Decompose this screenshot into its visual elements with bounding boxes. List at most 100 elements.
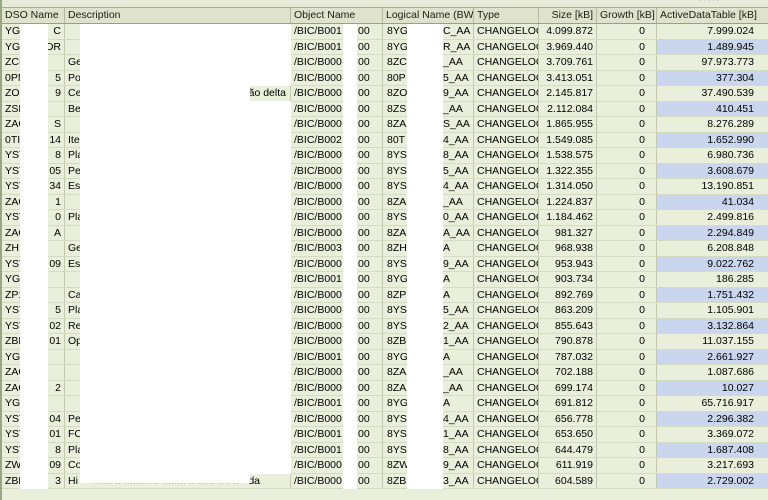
cell-type[interactable]: CHANGELOG [474,442,539,457]
cell-object-name[interactable]: /BIC/B000 00 [291,101,383,116]
cell-growth[interactable]: 0 [597,365,657,380]
cell-logical-name[interactable]: 8YG A [383,349,474,364]
cell-logical-name[interactable]: 8YS 2_AA [383,318,474,333]
cell-type[interactable]: CHANGELOG [474,132,539,147]
cell-growth[interactable]: 0 [597,318,657,333]
cell-object-name[interactable]: /BIC/B000 00 [291,148,383,163]
cell-object-name[interactable]: /BIC/B000 00 [291,117,383,132]
cell-growth[interactable]: 0 [597,473,657,488]
cell-active-data-table[interactable]: 41.034 [657,194,768,209]
column-header-type[interactable]: Type [474,8,539,23]
column-header-size[interactable]: Size [kB] [539,8,597,23]
column-header-active-data-table[interactable]: ActiveDataTable [kB] [660,9,757,21]
cell-logical-name[interactable]: 8YS 4_AA [383,179,474,194]
cell-size[interactable]: 981.327 [539,225,597,240]
cell-type[interactable]: CHANGELOG [474,380,539,395]
cell-active-data-table[interactable]: 1.687.408 [657,442,768,457]
cell-growth[interactable]: 0 [597,148,657,163]
cell-type[interactable]: CHANGELOG [474,272,539,287]
cell-size[interactable]: 892.769 [539,287,597,302]
cell-logical-name[interactable]: 8YG R_AA [383,39,474,54]
cell-object-name[interactable]: /BIC/B000 00 [291,179,383,194]
cell-growth[interactable]: 0 [597,101,657,116]
cell-size[interactable]: 699.174 [539,380,597,395]
cell-logical-name[interactable]: 8YS 4_AA [383,411,474,426]
cell-size[interactable]: 691.812 [539,396,597,411]
cell-logical-name[interactable]: 8YS 1_AA [383,427,474,442]
cell-growth[interactable]: 0 [597,458,657,473]
cell-active-data-table[interactable]: 1.751.432 [657,287,768,302]
cell-active-data-table[interactable]: 10.027 [657,380,768,395]
cell-size[interactable]: 790.878 [539,334,597,349]
cell-growth[interactable]: 0 [597,241,657,256]
cell-size[interactable]: 611.919 [539,458,597,473]
cell-type[interactable]: CHANGELOG [474,473,539,488]
cell-dso-name[interactable]: ZHI [2,241,65,256]
cell-logical-name[interactable]: 8ZA A_AA [383,225,474,240]
cell-growth[interactable]: 0 [597,210,657,225]
cell-logical-name[interactable]: 8ZO 9_AA [383,86,474,101]
cell-logical-name[interactable]: 8YS 9_AA [383,256,474,271]
cell-object-name[interactable]: /BIC/B001 00 [291,24,383,39]
cell-size[interactable]: 2.112.084 [539,101,597,116]
cell-type[interactable]: CHANGELOG [474,86,539,101]
cell-growth[interactable]: 0 [597,24,657,39]
cell-size[interactable]: 653.650 [539,427,597,442]
cell-type[interactable]: CHANGELOG [474,70,539,85]
cell-logical-name[interactable]: 8ZA S_AA [383,117,474,132]
cell-size[interactable]: 2.145.817 [539,86,597,101]
cell-growth[interactable]: 0 [597,349,657,364]
cell-logical-name[interactable]: 8ZA _AA [383,365,474,380]
cell-size[interactable]: 1.865.955 [539,117,597,132]
cell-growth[interactable]: 0 [597,86,657,101]
cell-growth[interactable]: 0 [597,303,657,318]
cell-growth[interactable]: 0 [597,334,657,349]
cell-growth[interactable]: 0 [597,194,657,209]
cell-size[interactable]: 953.943 [539,256,597,271]
cell-logical-name[interactable]: 8ZA _AA [383,194,474,209]
cell-object-name[interactable]: /BIC/B000 00 [291,55,383,70]
cell-type[interactable]: CHANGELOG [474,117,539,132]
cell-object-name[interactable]: /BIC/B000 00 [291,210,383,225]
cell-object-name[interactable]: /BIC/B000 00 [291,365,383,380]
cell-type[interactable]: CHANGELOG [474,148,539,163]
cell-active-data-table[interactable]: 97.973.773 [701,56,754,69]
cell-object-name[interactable]: /BIC/B001 00 [291,427,383,442]
cell-active-data-table[interactable]: 1.652.990 [657,132,768,147]
cell-object-name[interactable]: /BIC/B000 00 [291,194,383,209]
cell-type[interactable]: CHANGELOG [474,101,539,116]
cell-growth[interactable]: 0 [597,380,657,395]
cell-dso-name[interactable]: YG [2,396,65,411]
cell-active-data-table[interactable]: 2.294.849 [657,225,768,240]
cell-dso-name[interactable]: ZO 9 [2,86,65,101]
cell-active-data-table[interactable]: 6.208.848 [707,242,754,255]
cell-growth[interactable]: 0 [597,411,657,426]
cell-size[interactable]: 3.413.051 [539,70,597,85]
cell-active-data-table[interactable]: 65.716.917 [701,397,754,410]
cell-object-name[interactable]: /BIC/B001 00 [291,396,383,411]
cell-object-name[interactable]: /BIC/B002 00 [291,132,383,147]
cell-growth[interactable]: 0 [597,396,657,411]
cell-active-data-table[interactable]: 2.661.927 [657,349,768,364]
cell-object-name[interactable]: /BIC/B000 00 [291,256,383,271]
cell-logical-name[interactable]: 8ZH A [383,241,474,256]
cell-active-data-table[interactable]: 2.499.816 [707,211,754,224]
cell-logical-name[interactable]: 8YS 5_AA [383,303,474,318]
cell-object-name[interactable]: /BIC/B003 00 [291,241,383,256]
cell-object-name[interactable]: /BIC/B001 00 [291,272,383,287]
cell-size[interactable]: 3.709.761 [539,55,597,70]
cell-active-data-table[interactable]: 3.217.693 [707,459,754,472]
cell-dso-name[interactable]: YG DR [2,39,65,54]
cell-active-data-table[interactable]: 3.369.072 [707,428,754,441]
cell-size[interactable]: 656.778 [539,411,597,426]
cell-type[interactable]: CHANGELOG [474,334,539,349]
cell-size[interactable]: 644.479 [539,442,597,457]
cell-active-data-table[interactable]: 6.980.736 [707,149,754,162]
cell-type[interactable]: CHANGELOG [474,349,539,364]
cell-logical-name[interactable]: 8YS 8_AA [383,442,474,457]
cell-size[interactable]: 903.734 [539,272,597,287]
cell-type[interactable]: CHANGELOG [474,241,539,256]
cell-logical-name[interactable]: 8ZW 9_AA [383,458,474,473]
cell-growth[interactable]: 0 [597,163,657,178]
cell-type[interactable]: CHANGELOG [474,256,539,271]
